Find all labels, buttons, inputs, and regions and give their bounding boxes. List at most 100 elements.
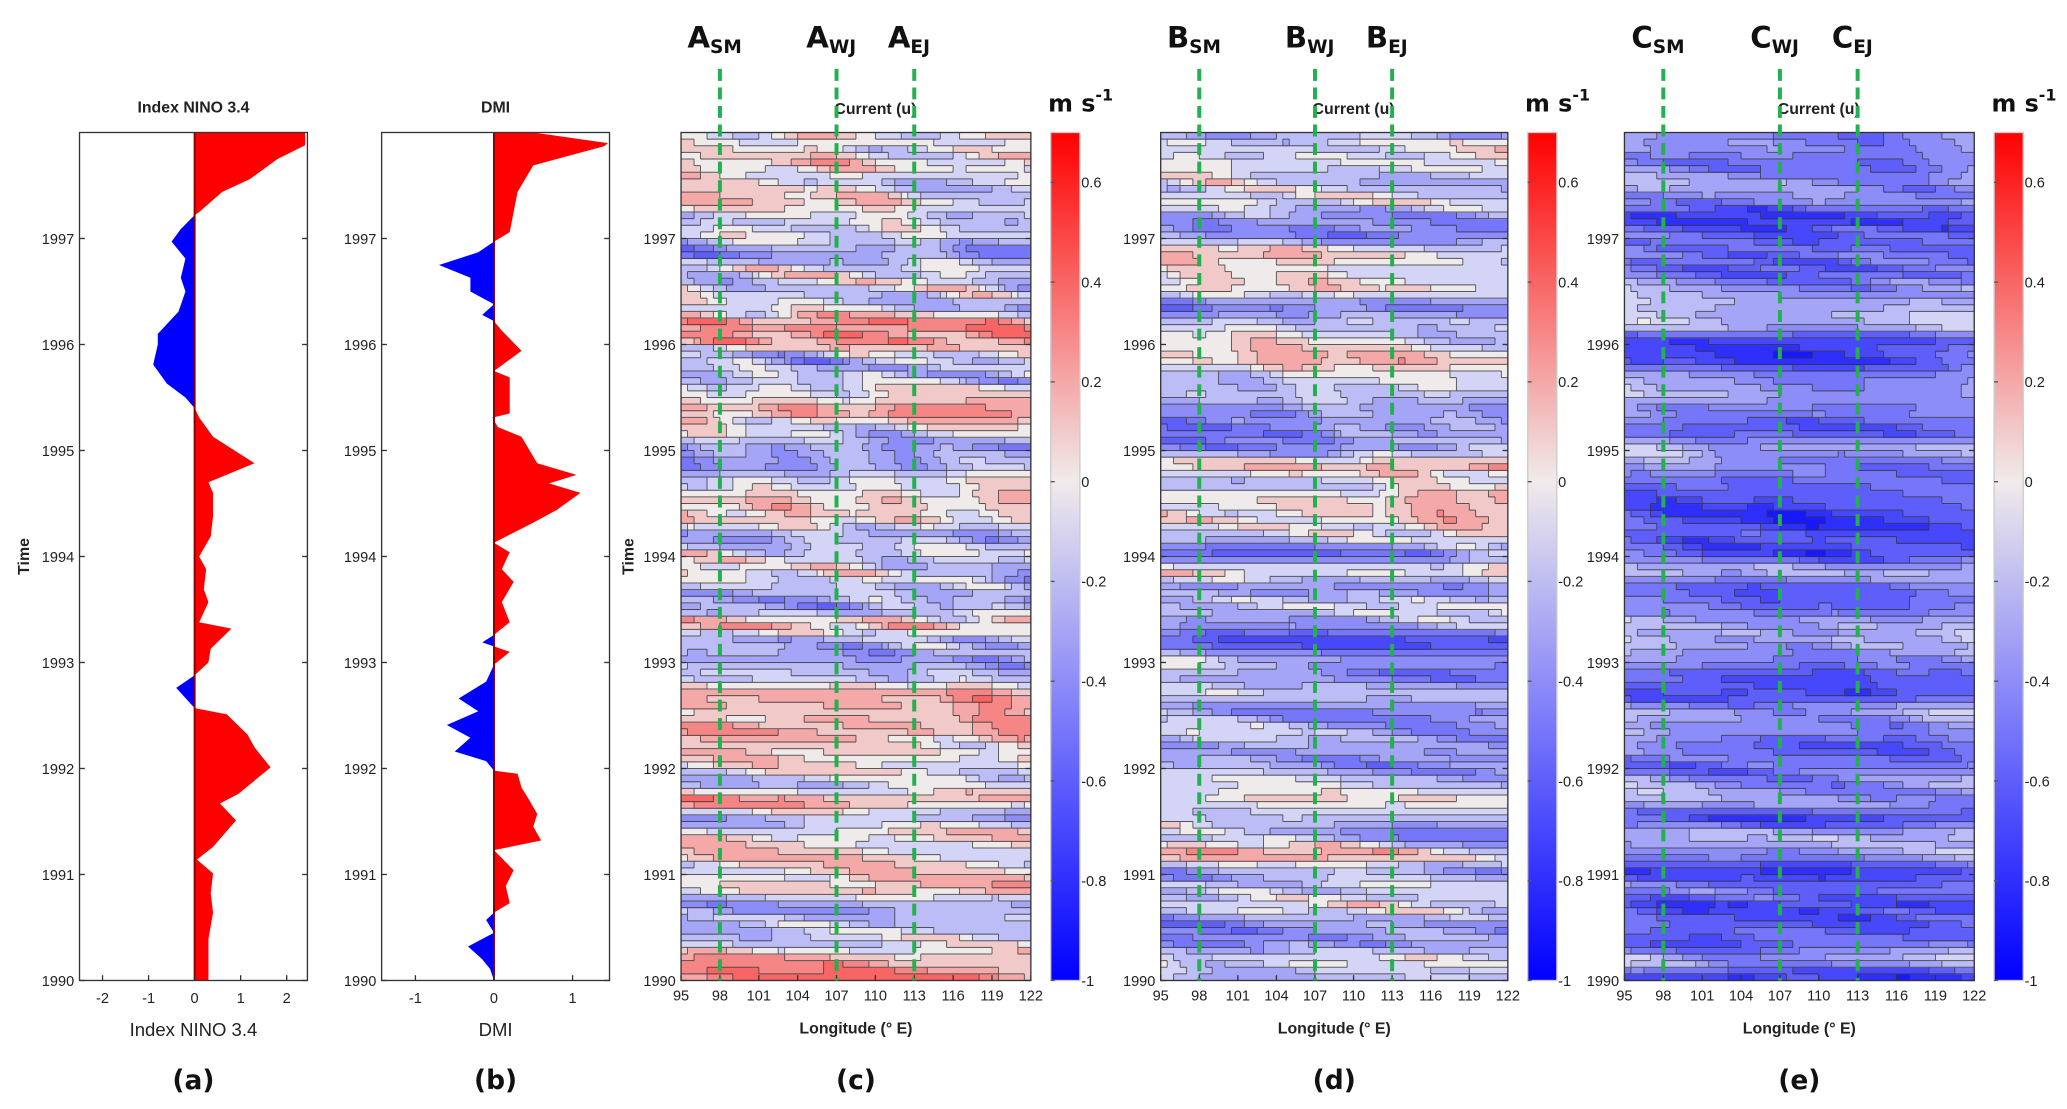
contour-cell <box>920 516 941 525</box>
contour-cell <box>1637 781 1697 790</box>
contour-cell <box>758 609 818 617</box>
contour-cell <box>1366 920 1393 929</box>
contour-cell <box>1825 463 1859 472</box>
contour-cell <box>1276 503 1374 511</box>
contour-cell <box>927 211 948 220</box>
contour-cell <box>1224 960 1265 968</box>
contour-cell <box>1179 629 1207 637</box>
contour-cell <box>745 172 831 180</box>
contour-cell <box>1160 231 1181 240</box>
contour-cell <box>1721 596 1762 604</box>
contour-cell <box>1825 563 1962 571</box>
contour-cell <box>868 920 896 929</box>
contour-cell <box>681 317 689 326</box>
contour-cell <box>1004 178 1032 187</box>
contour-cell <box>823 635 864 644</box>
contour-cell <box>1424 423 1451 432</box>
contour-cell <box>1017 940 1032 949</box>
contour-cell <box>1948 344 1975 352</box>
contour-cell <box>1624 708 1671 717</box>
contour-cell <box>1160 437 1207 445</box>
contour-cell <box>1779 390 1962 399</box>
contour-cell <box>1630 536 1658 544</box>
contour-cell <box>1818 417 1865 425</box>
contour-cell <box>1424 867 1445 876</box>
contour-cell <box>1682 450 1703 458</box>
contour-cell <box>1244 178 1258 187</box>
contour-cell <box>1721 271 1788 279</box>
contour-cell <box>791 364 818 372</box>
contour-cell <box>1494 722 1509 730</box>
contour-cell <box>1449 761 1509 770</box>
contour-cell <box>1456 384 1509 392</box>
contour-cell <box>998 351 1019 359</box>
contour-cell <box>1314 457 1361 465</box>
contour-cell <box>700 165 766 173</box>
contour-cell <box>1424 523 1438 531</box>
contour-cell <box>1321 211 1393 220</box>
contour-cell <box>1160 139 1168 147</box>
contour-cell <box>881 370 896 379</box>
contour-cell <box>914 304 961 313</box>
contour-cell <box>1263 152 1297 160</box>
contour-cell <box>868 834 896 843</box>
contour-cell <box>940 364 1032 372</box>
contour-cell <box>1941 132 1975 140</box>
contour-cell <box>1160 211 1213 220</box>
contour-cell <box>836 324 909 332</box>
contour-cell <box>1417 192 1509 200</box>
contour-cell <box>1392 192 1419 200</box>
contour-cell <box>732 635 779 644</box>
contour-cell <box>1437 775 1464 783</box>
contour-cell <box>719 370 734 379</box>
contour-cell <box>1250 344 1303 352</box>
contour-cell <box>1017 423 1032 432</box>
contour-cell <box>1469 172 1509 180</box>
contour-cell <box>1773 655 1859 664</box>
contour-cell <box>817 404 838 412</box>
contour-cell <box>681 563 702 571</box>
contour-cell <box>1896 470 1975 478</box>
contour-cell <box>966 331 980 339</box>
contour-cell <box>1741 854 1865 862</box>
contour-cell <box>1877 211 1930 220</box>
contour-cell <box>1212 357 1239 366</box>
contour-cell <box>681 914 689 922</box>
contour-cell <box>1160 748 1233 756</box>
contour-cell <box>875 397 967 405</box>
contour-cell <box>1812 225 1833 233</box>
contour-cell <box>1851 549 1872 558</box>
contour-cell <box>784 642 818 650</box>
contour-cell <box>681 874 786 882</box>
contour-cell <box>1728 483 1872 491</box>
contour-cell <box>1017 735 1026 743</box>
contour-cell <box>1643 377 1736 385</box>
contour-cell <box>1766 834 1813 843</box>
contour-cell <box>771 622 792 631</box>
contour-cell <box>694 847 779 856</box>
contour-cell <box>765 165 799 173</box>
contour-cell <box>1864 417 1975 425</box>
contour-cell <box>1669 165 1690 173</box>
contour-cell <box>726 768 747 776</box>
contour-cell <box>1024 861 1032 869</box>
contour-cell <box>1379 900 1400 909</box>
contour-cell <box>1392 920 1425 929</box>
contour-cell <box>1160 735 1181 743</box>
contour-cell <box>1494 337 1509 346</box>
contour-cell <box>985 404 1032 412</box>
contour-cell <box>1398 847 1419 856</box>
contour-cell <box>1702 291 1781 299</box>
x-tick-label: 0 <box>191 991 199 1007</box>
contour-cell <box>1449 556 1470 564</box>
contour-cell <box>1922 854 1956 862</box>
contour-cell <box>849 344 928 352</box>
contour-cell <box>758 258 831 266</box>
contour-cell <box>991 258 1032 266</box>
contour-cell <box>1941 741 1975 750</box>
contour-cell <box>1734 589 1781 597</box>
contour-cell <box>920 953 1032 962</box>
contour-cell <box>1411 940 1509 949</box>
contour-cell <box>1624 861 1762 869</box>
contour-cell <box>1624 370 1690 379</box>
